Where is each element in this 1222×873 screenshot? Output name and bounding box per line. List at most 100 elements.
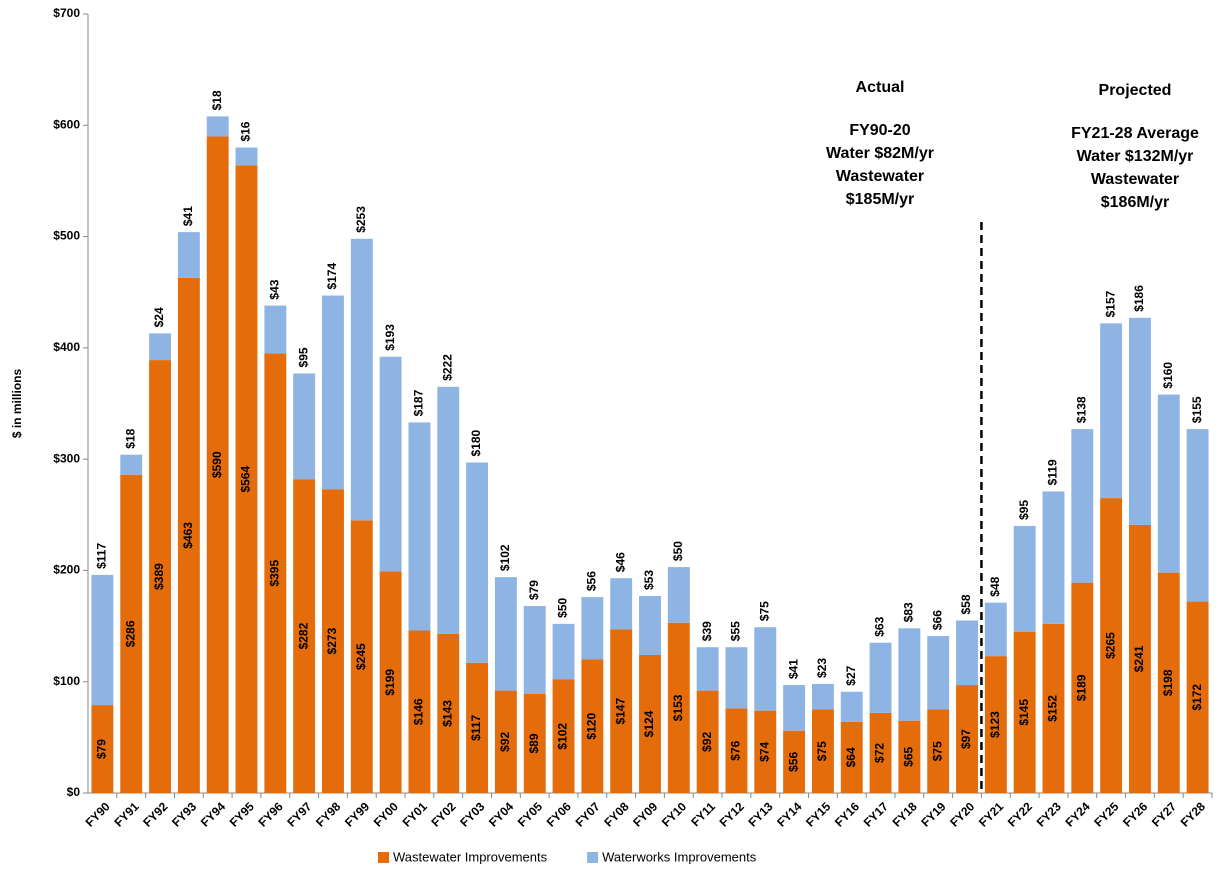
bar-segment: [322, 489, 344, 793]
data-label: $97: [959, 729, 973, 749]
x-tick-label: FY05: [515, 799, 545, 829]
bar-segment: [552, 623, 575, 680]
x-tick-label: FY97: [284, 799, 314, 829]
bar-segment: [783, 685, 806, 731]
y-tick-label: $500: [53, 229, 80, 243]
data-label: $253: [354, 206, 368, 233]
x-tick-label: FY01: [400, 799, 430, 829]
data-label: $65: [902, 747, 916, 767]
bar-segment: [1128, 317, 1151, 525]
bar-segment: [437, 386, 460, 634]
data-label: $92: [700, 731, 714, 751]
bar-segment: [408, 630, 431, 793]
bar-segment: [898, 628, 921, 721]
bar-segment: [811, 709, 834, 793]
legend-swatch: [378, 852, 389, 863]
bar-segment: [91, 574, 114, 706]
bar-segment: [206, 116, 229, 137]
data-label: $89: [527, 733, 541, 753]
x-tick-label: FY10: [659, 799, 689, 829]
data-label: $74: [757, 741, 771, 761]
bar-segment: [120, 474, 143, 793]
bar-segment: [1157, 394, 1180, 573]
bar-segment: [293, 373, 316, 480]
data-label: $55: [729, 621, 743, 641]
data-label: $83: [902, 602, 916, 622]
data-label: $66: [930, 610, 944, 630]
data-label: $138: [1074, 396, 1088, 423]
bar-segment: [927, 636, 950, 710]
data-label: $75: [930, 741, 944, 761]
bar-segment: [696, 647, 719, 691]
bar-segment: [264, 353, 287, 793]
data-label: $155: [1190, 396, 1204, 423]
data-label: $157: [1103, 290, 1117, 317]
data-label: $146: [412, 698, 426, 725]
data-label: $273: [325, 627, 339, 654]
bar-segment: [1100, 498, 1123, 793]
data-label: $463: [181, 522, 195, 549]
data-label: $43: [268, 279, 282, 299]
data-label: $153: [671, 694, 685, 721]
data-label: $199: [383, 669, 397, 696]
bar-segment: [1186, 429, 1209, 602]
annotation: Water $132M/yr: [1077, 148, 1194, 165]
bar-segment: [639, 655, 661, 793]
data-label: $119: [1046, 459, 1060, 485]
y-axis-title: $ in millions: [10, 369, 24, 439]
data-label: $564: [239, 466, 253, 493]
data-label: $198: [1161, 669, 1175, 696]
y-tick-label: $100: [53, 674, 80, 688]
data-label: $50: [671, 541, 685, 561]
x-tick-label: FY90: [83, 799, 113, 829]
bar-segment: [754, 627, 777, 711]
x-tick-label: FY11: [688, 799, 718, 829]
bar-segment: [1013, 525, 1036, 632]
legend-label: Wastewater Improvements: [393, 849, 548, 864]
data-label: $389: [152, 563, 166, 590]
bar-segment: [581, 597, 604, 660]
data-label: $174: [325, 263, 339, 290]
x-tick-label: FY02: [428, 799, 458, 829]
data-label: $160: [1161, 362, 1175, 389]
annotation: Water $82M/yr: [826, 145, 934, 162]
bar-segment: [667, 622, 690, 793]
annotation: Wastewater: [836, 168, 924, 185]
x-tick-label: FY07: [573, 799, 603, 829]
data-label: $63: [873, 616, 887, 636]
legend-label: Waterworks Improvements: [602, 849, 757, 864]
y-tick-label: $200: [53, 563, 80, 577]
bar-segment: [437, 633, 460, 793]
x-tick-label: FY06: [544, 799, 574, 829]
bar-segment: [610, 629, 633, 793]
bar-segment: [177, 277, 200, 793]
data-label: $27: [844, 665, 858, 685]
x-tick-label: FY93: [169, 799, 199, 829]
bar-segment: [235, 165, 258, 793]
data-label: $18: [210, 90, 224, 110]
x-tick-label: FY95: [227, 799, 257, 829]
data-label: $24: [152, 307, 166, 327]
legend-swatch: [587, 852, 599, 863]
bar-segment: [408, 422, 431, 631]
data-label: $123: [988, 711, 1002, 738]
x-tick-label: FY98: [313, 799, 343, 829]
bar-segment: [869, 712, 892, 793]
x-tick-label: FY26: [1120, 799, 1150, 829]
data-label: $76: [729, 740, 743, 760]
x-tick-label: FY28: [1178, 799, 1208, 829]
data-label: $48: [988, 576, 1002, 596]
data-label: $124: [642, 710, 656, 737]
data-label: $245: [354, 643, 368, 670]
data-label: $186: [1132, 285, 1146, 312]
y-tick-label: $600: [53, 117, 80, 131]
bar-segment: [956, 620, 978, 686]
bar-segment: [696, 690, 719, 793]
x-tick-label: FY08: [601, 799, 631, 829]
data-label: $79: [95, 739, 109, 759]
data-label: $46: [613, 552, 627, 572]
data-label: $92: [498, 731, 512, 751]
bar-segment: [840, 691, 863, 722]
data-label: $117: [95, 543, 109, 569]
